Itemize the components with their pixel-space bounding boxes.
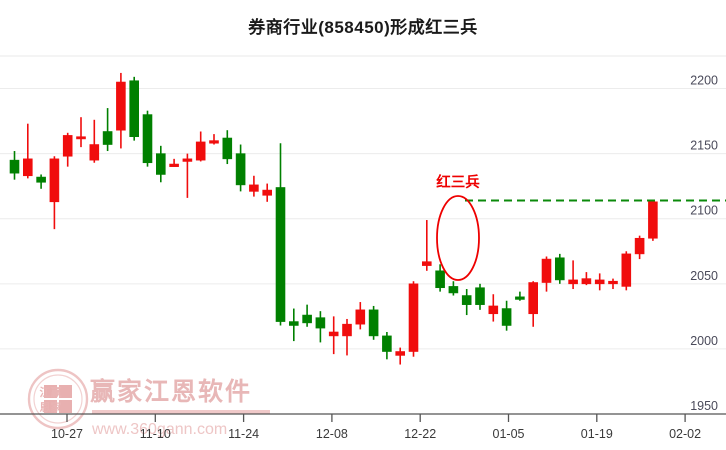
- candle: [395, 347, 406, 365]
- candle: [448, 281, 459, 296]
- x-axis: [0, 413, 726, 422]
- candle: [195, 131, 206, 162]
- y-tick-label: 2150: [690, 139, 718, 153]
- page-title: 券商行业(858450)形成红三兵: [248, 18, 478, 37]
- candle: [435, 264, 445, 292]
- candle: [461, 289, 472, 316]
- candle: [315, 311, 326, 343]
- x-axis-labels: 10-27 11-10 11-24 12-08 12-22 01-05 01-19 02-02: [51, 427, 701, 441]
- candle: [169, 158, 179, 167]
- candle: [156, 145, 166, 183]
- candle: [22, 123, 33, 179]
- pattern-ellipse: [436, 195, 480, 281]
- candle: [76, 117, 86, 148]
- candle: [288, 308, 299, 342]
- watermark-brand: 赢家江恩软件: [90, 377, 252, 406]
- candle: [129, 76, 139, 141]
- candle: [368, 305, 379, 340]
- candle: [488, 294, 499, 322]
- y-tick-label: 2100: [690, 204, 718, 218]
- y-tick-label: 2050: [690, 269, 718, 283]
- candle: [116, 72, 126, 149]
- x-tick-label: 11-24: [228, 427, 259, 441]
- candle: [408, 281, 419, 357]
- candle: [222, 130, 233, 165]
- candle: [608, 278, 618, 290]
- candle: [554, 253, 565, 284]
- candle: [89, 119, 100, 163]
- x-tick-label: 12-08: [316, 427, 348, 441]
- candle-series: [9, 72, 658, 365]
- x-tick-label: 01-05: [493, 427, 525, 441]
- candle: [342, 318, 352, 356]
- candle: [501, 300, 512, 331]
- candle: [355, 302, 366, 330]
- y-tick-label: 1950: [690, 399, 718, 413]
- pattern-annotation: 红三兵: [436, 173, 480, 281]
- candle: [568, 260, 578, 290]
- watermark: 江赢 恩家 赢家江恩软件 www.360gann.com: [27, 368, 270, 438]
- candle: [249, 175, 259, 197]
- candle: [102, 108, 113, 152]
- candle: [475, 283, 485, 310]
- candle: [528, 281, 539, 327]
- x-tick-label: 01-19: [581, 427, 613, 441]
- x-tick-label: 11-10: [140, 427, 171, 441]
- candle: [621, 251, 632, 291]
- candle: [275, 143, 286, 326]
- candle: [62, 132, 73, 167]
- candle: [515, 291, 525, 301]
- candle: [634, 235, 645, 260]
- candle: [36, 174, 46, 189]
- x-tick-label: 12-22: [404, 427, 436, 441]
- y-axis-labels: 2200 2150 2100 2050 2000 1950: [690, 74, 718, 413]
- candle: [209, 134, 219, 145]
- candle: [421, 220, 432, 271]
- x-tick-label: 10-27: [51, 427, 83, 441]
- candle: [49, 156, 60, 230]
- watermark-seal-top: 江赢: [40, 385, 62, 399]
- candle: [328, 316, 339, 355]
- watermark-url: www.360gann.com: [91, 421, 227, 438]
- pattern-label: 红三兵: [436, 173, 480, 191]
- candle: [302, 304, 312, 327]
- candle: [382, 331, 392, 360]
- x-tick-label: 02-02: [669, 427, 701, 441]
- y-tick-label: 2200: [690, 74, 718, 88]
- candle: [262, 183, 273, 202]
- candle: [581, 272, 592, 286]
- candle: [182, 153, 193, 198]
- gridlines: [0, 55, 726, 415]
- watermark-seal-bottom: 恩家: [40, 400, 63, 414]
- candle: [648, 200, 658, 241]
- candle: [235, 144, 246, 192]
- y-tick-label: 2000: [690, 334, 718, 348]
- candle: [142, 110, 153, 167]
- candle: [541, 256, 552, 292]
- candle: [9, 151, 20, 180]
- candle: [594, 273, 605, 291]
